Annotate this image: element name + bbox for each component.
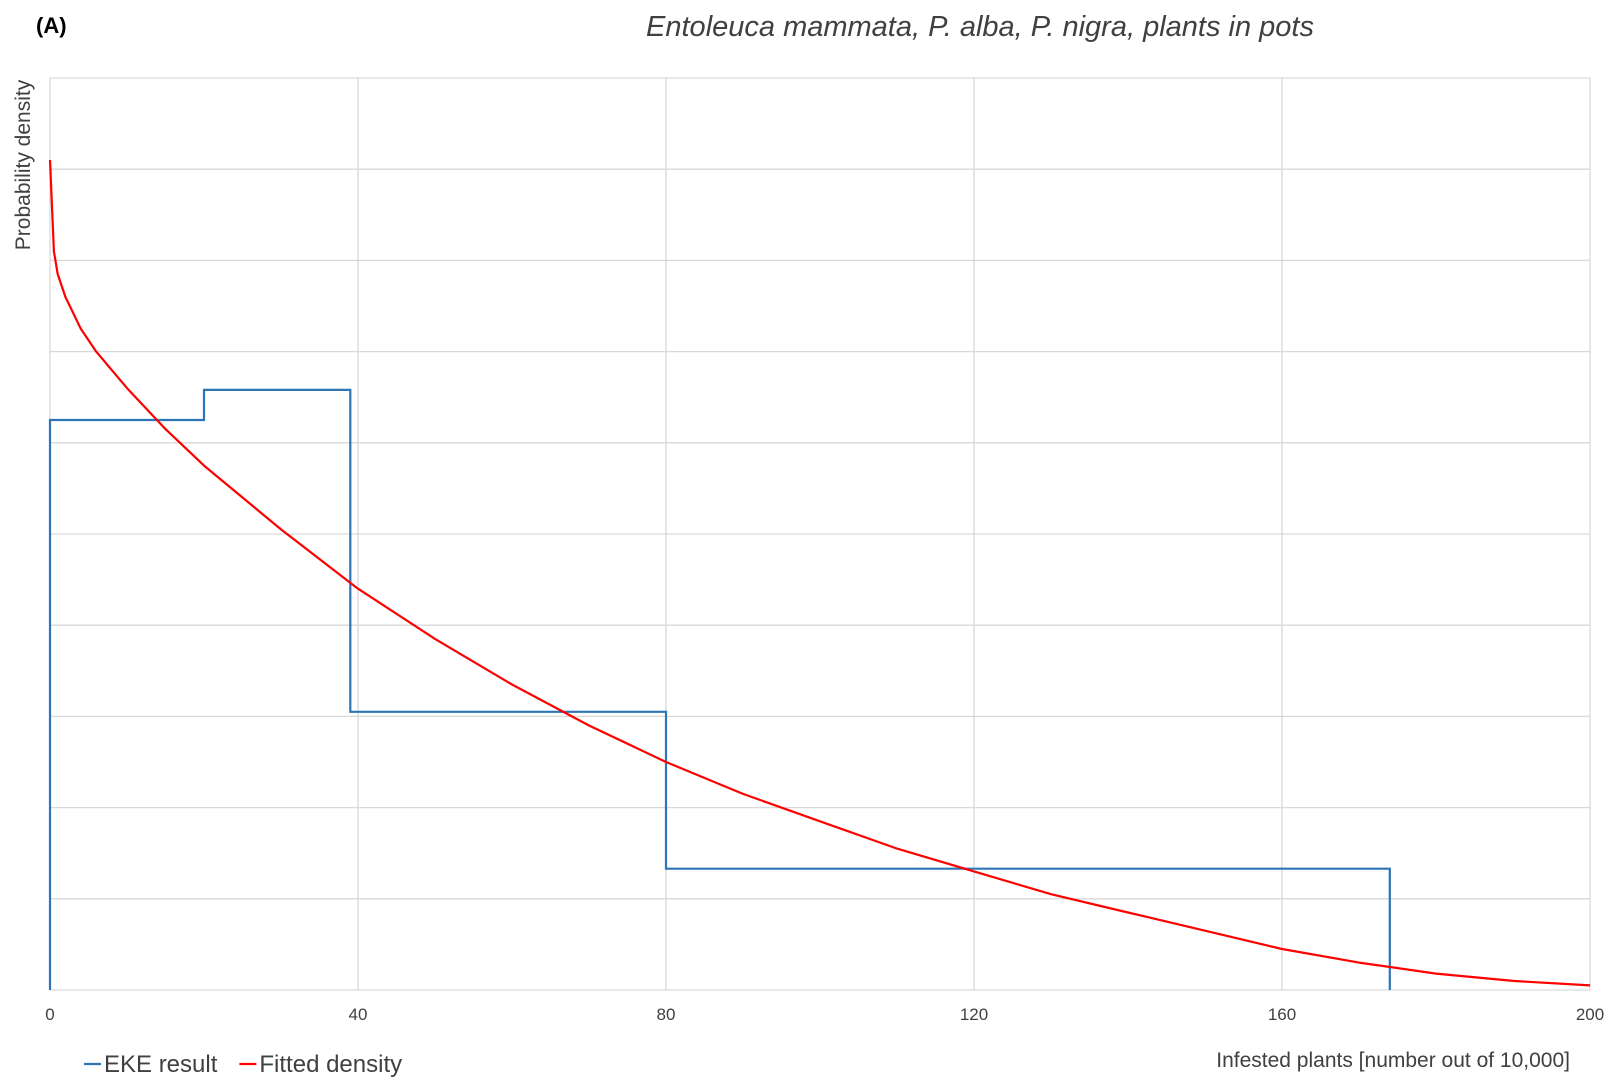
y-axis-label: Probability density [12, 79, 35, 250]
x-tick-label: 0 [45, 1005, 54, 1024]
grid [49, 77, 1591, 991]
legend-label-eke-result: EKE result [104, 1051, 218, 1078]
legend-label-fitted-density: Fitted density [259, 1051, 402, 1078]
plot-series [48, 160, 1591, 990]
x-tick-label: 80 [657, 1005, 676, 1024]
x-tick-label: 120 [960, 1005, 988, 1024]
x-tick-labels: 0 40 80 120 160 200 [45, 1005, 1604, 1024]
panel-label: (A) [36, 13, 67, 38]
chart-title: Entoleuca mammata, P. alba, P. nigra, pl… [646, 11, 1314, 43]
x-tick-label: 160 [1268, 1005, 1296, 1024]
x-axis-label: Infested plants [number out of 10,000] [1216, 1049, 1570, 1072]
legend: EKE result Fitted density [84, 1051, 402, 1078]
x-tick-label: 200 [1576, 1005, 1604, 1024]
eke-result-series [48, 388, 1391, 990]
fitted-density-series [48, 160, 1591, 987]
x-tick-label: 40 [349, 1005, 368, 1024]
